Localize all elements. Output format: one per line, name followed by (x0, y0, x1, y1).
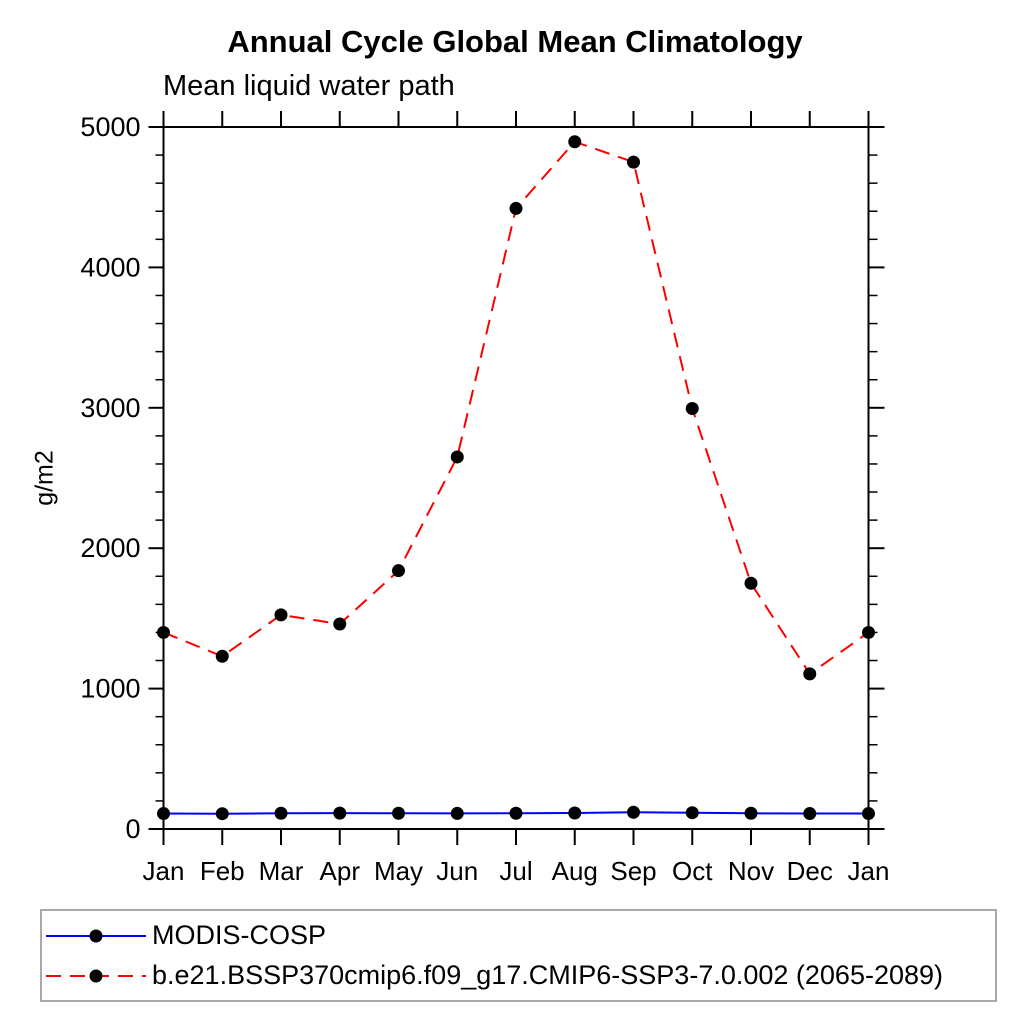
y-axis-tick-label: 4000 (80, 252, 140, 282)
data-point-marker-0 (627, 805, 640, 819)
data-point-marker-1 (744, 576, 758, 590)
x-axis-tick-label: Jun (436, 856, 478, 886)
x-axis-tick-label: Jul (499, 856, 532, 886)
chart-subtitle: Mean liquid water path (163, 70, 455, 102)
data-point-marker-1 (274, 608, 288, 622)
legend: MODIS-COSP b.e21.BSSP370cmip6.f09_g17.CM… (40, 909, 997, 1002)
data-point-marker-0 (862, 807, 875, 821)
legend-label: b.e21.BSSP370cmip6.f09_g17.CMIP6-SSP3-7.… (152, 960, 944, 990)
data-point-marker-1 (627, 155, 640, 169)
y-axis-tick-label: 3000 (80, 393, 140, 423)
legend-label: MODIS-COSP (152, 920, 327, 950)
y-axis-tick-label: 0 (125, 814, 140, 844)
chart-title: Annual Cycle Global Mean Climatology (227, 24, 803, 59)
data-point-marker-0 (274, 806, 288, 820)
x-axis-tick-label: Jan (848, 856, 890, 886)
legend-item-modis-cosp: MODIS-COSP (42, 920, 995, 951)
x-axis-tick-label: Apr (320, 856, 361, 886)
data-point-marker-1 (450, 450, 464, 464)
data-point-marker-0 (744, 806, 758, 820)
x-axis-tick-label: Dec (787, 856, 833, 886)
x-axis-tick-label: May (374, 856, 423, 886)
y-axis-tick-label: 5000 (80, 112, 140, 142)
data-point-marker-1 (685, 402, 699, 416)
x-axis-tick-label: Oct (672, 856, 713, 886)
y-axis-tick-label: 2000 (80, 533, 140, 563)
data-point-marker-1 (862, 625, 875, 639)
axis-frame (162, 126, 870, 830)
data-point-marker-0 (450, 806, 464, 820)
data-point-marker-1 (392, 564, 405, 578)
x-axis-tick-label: Jan (143, 856, 185, 886)
series-line-1 (163, 140, 870, 676)
legend-sample-marker (89, 929, 103, 942)
data-point-marker-1 (333, 617, 347, 631)
data-point-marker-1 (803, 667, 817, 681)
data-point-marker-0 (215, 807, 229, 821)
data-point-marker-0 (568, 806, 582, 820)
y-axis-tick-label: 1000 (80, 674, 140, 704)
legend-sample-marker (89, 969, 103, 982)
data-point-marker-0 (333, 806, 347, 820)
x-axis-tick-label: Feb (200, 856, 245, 886)
data-point-marker-1 (509, 201, 523, 215)
legend-item-model-run: b.e21.BSSP370cmip6.f09_g17.CMIP6-SSP3-7.… (42, 960, 995, 991)
x-axis-tick-label: Mar (259, 856, 304, 886)
data-point-marker-1 (157, 625, 170, 639)
data-point-marker-0 (157, 807, 170, 821)
data-point-marker-0 (685, 806, 699, 820)
data-point-marker-1 (215, 649, 229, 663)
x-axis-tick-label: Nov (728, 856, 774, 886)
data-point-marker-0 (803, 807, 817, 821)
x-axis-tick-label: Aug (552, 856, 598, 886)
legend-dashed-line-icon (46, 969, 146, 982)
data-point-marker-0 (509, 806, 523, 820)
data-point-marker-0 (392, 806, 405, 820)
legend-solid-line-icon (46, 929, 146, 942)
data-point-marker-1 (568, 135, 582, 149)
x-axis-tick-label: Sep (610, 856, 656, 886)
